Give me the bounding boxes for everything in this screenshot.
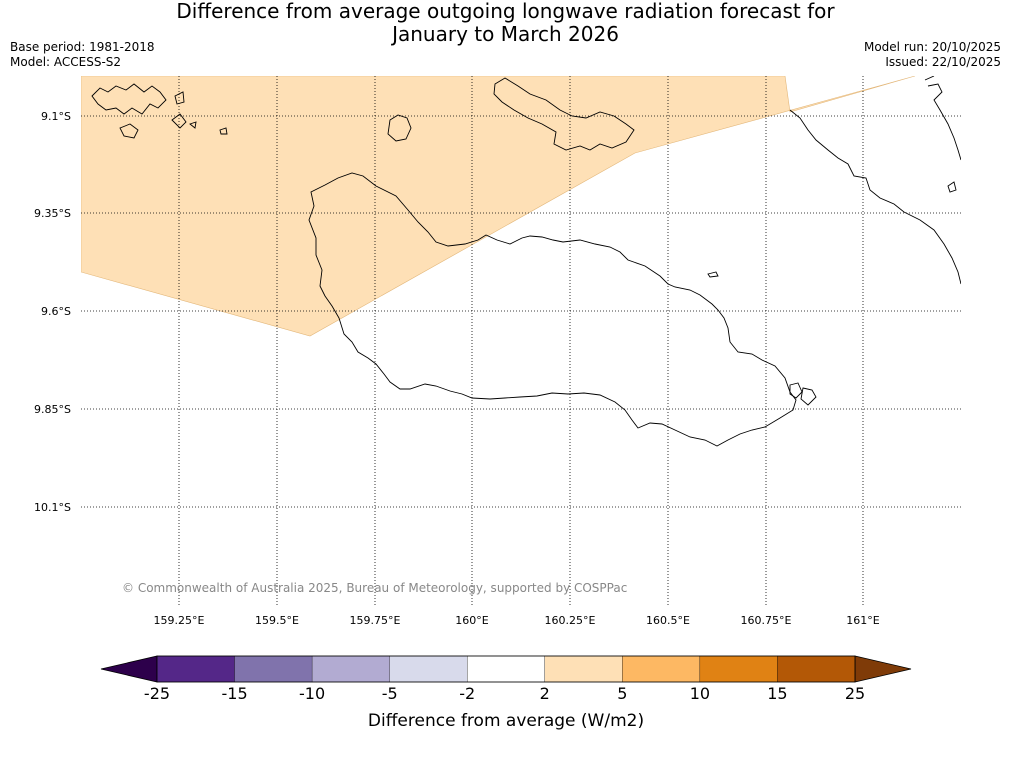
lon-label: 160.25°E — [545, 614, 596, 627]
lon-labels: 159.25°E 159.5°E 159.75°E 160°E 160.25°E… — [154, 614, 880, 627]
colorbar-segment — [467, 655, 545, 683]
colorbar-over-arrow — [854, 655, 912, 683]
lat-label: 9.85°S — [34, 403, 71, 416]
lon-label: 160.5°E — [646, 614, 690, 627]
lat-label: 10.1°S — [34, 501, 71, 514]
coastline-malaita-north — [924, 76, 961, 161]
coastlines — [91, 76, 961, 447]
title-line-1: Difference from average outgoing longwav… — [176, 0, 835, 23]
meta-right: Model run: 20/10/2025 Issued: 22/10/2025 — [864, 40, 1001, 70]
colorbar-tick-label: 15 — [767, 684, 787, 703]
colorbar-segment — [389, 655, 468, 683]
model-run-text: Model run: 20/10/2025 — [863, 40, 1001, 54]
colorbar-segment — [777, 655, 856, 683]
colorbar-tick-label: -25 — [144, 684, 170, 703]
model-text: Model: ACCESS-S2 — [10, 55, 122, 69]
lat-label: 9.6°S — [41, 305, 71, 318]
colorbar-segment — [622, 655, 701, 683]
coastline-guadalcanal — [308, 172, 797, 447]
lon-label: 159.5°E — [255, 614, 299, 627]
map-area — [81, 76, 961, 606]
colorbar: -25 -15 -10 -5 -2 2 5 10 15 25 — [100, 655, 912, 703]
lat-label: 9.1°S — [41, 110, 71, 123]
coastline-nggela-islands — [493, 77, 635, 151]
colorbar-tick-label: 10 — [690, 684, 710, 703]
colorbar-tick-label: -10 — [299, 684, 325, 703]
colorbar-tick-label: 2 — [540, 684, 550, 703]
chart-title: Difference from average outgoing longwav… — [0, 0, 1011, 46]
colorbar-tick-label: -2 — [459, 684, 475, 703]
coastline-malaita — [789, 109, 961, 285]
coastline-russell-islands — [91, 83, 228, 139]
colorbar-segment — [544, 655, 623, 683]
lon-label: 159.25°E — [154, 614, 205, 627]
coastline-islet-east — [707, 271, 719, 278]
colorbar-segment — [234, 655, 313, 683]
colorbar-segment — [156, 655, 235, 683]
colorbar-tick-label: 25 — [845, 684, 865, 703]
meta-left: Base period: 1981-2018 Model: ACCESS-S2 — [10, 40, 155, 70]
coastline-marau-islands — [789, 382, 817, 406]
colorbar-segment — [699, 655, 778, 683]
colorbar-segment — [311, 655, 390, 683]
gridlines — [81, 76, 961, 606]
coastline-savo — [387, 114, 412, 142]
colorbar-tick-label: 5 — [617, 684, 627, 703]
lat-labels: 9.1°S 9.35°S 9.6°S 9.85°S 10.1°S — [34, 110, 71, 514]
lon-label: 159.75°E — [350, 614, 401, 627]
lat-label: 9.35°S — [34, 207, 71, 220]
issued-text: Issued: 22/10/2025 — [885, 55, 1001, 69]
colorbar-tick-label: -15 — [221, 684, 247, 703]
colorbar-label: Difference from average (W/m2) — [368, 711, 644, 731]
colorbar-under-arrow — [100, 655, 158, 683]
title-line-2: January to March 2026 — [392, 22, 619, 46]
anomaly-region-2-to-5 — [81, 76, 916, 337]
coastline-malaita-islet — [947, 181, 957, 193]
colorbar-outline — [156, 655, 856, 683]
lon-label: 160°E — [455, 614, 488, 627]
copyright-text: © Commonwealth of Australia 2025, Bureau… — [122, 581, 627, 595]
lon-label: 161°E — [846, 614, 879, 627]
colorbar-tick-label: -5 — [382, 684, 398, 703]
lon-label: 160.75°E — [741, 614, 792, 627]
base-period-text: Base period: 1981-2018 — [10, 40, 155, 54]
